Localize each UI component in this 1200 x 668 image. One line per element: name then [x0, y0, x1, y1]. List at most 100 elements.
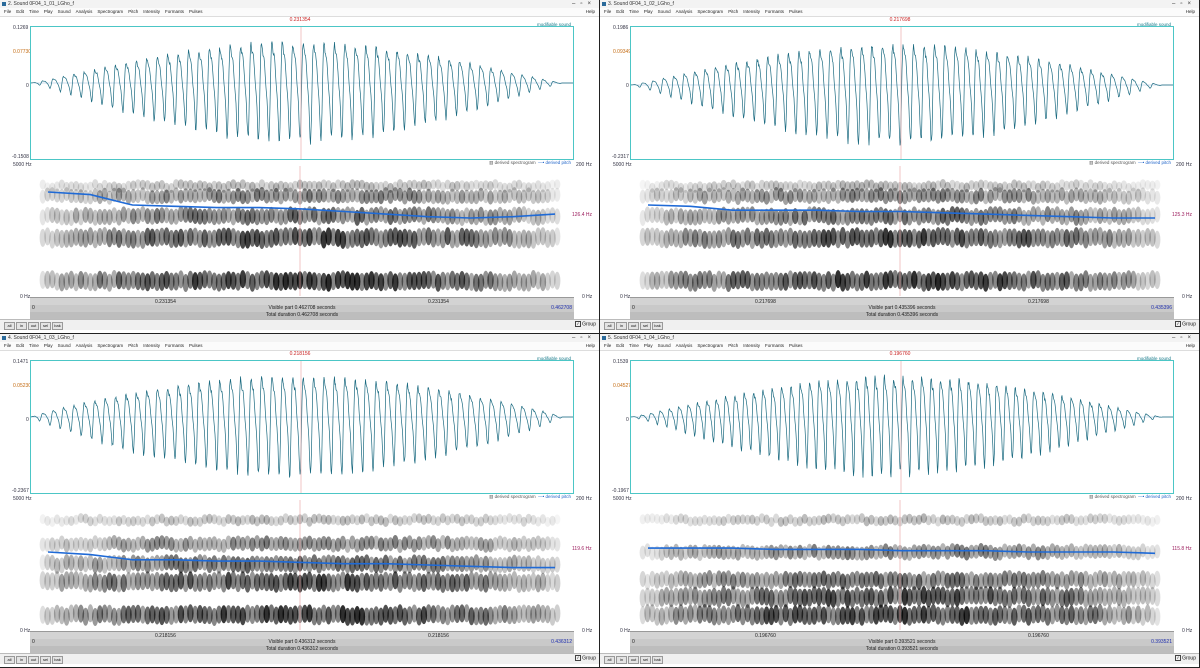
menu-spectrogram[interactable]: Spectrogram	[97, 9, 124, 14]
menu-intensity[interactable]: Intensity	[743, 343, 760, 348]
time-ruler[interactable]: 0.231354 0.231354	[30, 297, 574, 306]
menu-formants[interactable]: Formants	[164, 343, 184, 348]
sel-button[interactable]: sel	[40, 322, 51, 330]
out-button[interactable]: out	[28, 322, 39, 330]
menu-file[interactable]: File	[4, 343, 12, 348]
menu-sound[interactable]: Sound	[657, 9, 671, 14]
menu-formants[interactable]: Formants	[764, 343, 784, 348]
menu-file[interactable]: File	[604, 9, 612, 14]
all-button[interactable]: all	[4, 322, 15, 330]
menu-analysis[interactable]: Analysis	[75, 343, 93, 348]
menu-play[interactable]: Play	[643, 9, 653, 14]
total-duration-bar[interactable]: Total duration 0.435396 seconds	[630, 312, 1174, 319]
window-controls[interactable]: –▫×	[572, 1, 596, 7]
menu-pitch[interactable]: Pitch	[728, 343, 739, 348]
menu-pitch[interactable]: Pitch	[728, 9, 739, 14]
menu-play[interactable]: Play	[643, 343, 653, 348]
waveform-panel[interactable]	[30, 26, 574, 160]
in-button[interactable]: in	[616, 322, 627, 330]
window-controls[interactable]: –▫×	[1172, 335, 1196, 341]
waveform-panel[interactable]	[630, 26, 1174, 160]
group-checkbox[interactable]: ✓ Group	[575, 321, 596, 328]
visible-part-bar[interactable]: 0 Visible part 0.436312 seconds 0.436312	[30, 639, 574, 646]
menu-time[interactable]: Time	[629, 9, 639, 14]
menu-pulses[interactable]: Pulses	[788, 9, 803, 14]
spectrogram-cell	[125, 537, 132, 552]
menu-play[interactable]: Play	[43, 343, 53, 348]
menu-sound[interactable]: Sound	[57, 343, 71, 348]
menu-formants[interactable]: Formants	[164, 9, 184, 14]
menu-file[interactable]: File	[4, 9, 12, 14]
time-ruler[interactable]: 0.196760 0.196760	[630, 631, 1174, 640]
menu-spectrogram[interactable]: Spectrogram	[97, 343, 124, 348]
window-controls[interactable]: –▫×	[572, 335, 596, 341]
menu-file[interactable]: File	[604, 343, 612, 348]
waveform-panel[interactable]	[30, 360, 574, 494]
menu-play[interactable]: Play	[43, 9, 53, 14]
out-button[interactable]: out	[28, 656, 39, 664]
menu-edit[interactable]: Edit	[16, 9, 25, 14]
all-button[interactable]: all	[604, 322, 615, 330]
menu-help[interactable]: Help	[585, 343, 595, 348]
group-checkbox[interactable]: ✓ Group	[1175, 655, 1196, 662]
menu-pitch[interactable]: Pitch	[128, 9, 139, 14]
menu-help[interactable]: Help	[585, 9, 595, 14]
group-checkbox[interactable]: ✓ Group	[575, 655, 596, 662]
window-controls[interactable]: –▫×	[1172, 1, 1196, 7]
menu-spectrogram[interactable]: Spectrogram	[697, 343, 724, 348]
in-button[interactable]: in	[16, 322, 27, 330]
menu-sound[interactable]: Sound	[657, 343, 671, 348]
total-duration-bar[interactable]: Total duration 0.393521 seconds	[630, 646, 1174, 653]
menu-time[interactable]: Time	[29, 9, 39, 14]
sel-button[interactable]: sel	[640, 322, 651, 330]
in-button[interactable]: in	[616, 656, 627, 664]
out-button[interactable]: out	[628, 656, 639, 664]
sel-button[interactable]: sel	[40, 656, 51, 664]
menu-formants[interactable]: Formants	[764, 9, 784, 14]
menu-intensity[interactable]: Intensity	[743, 9, 760, 14]
menu-pulses[interactable]: Pulses	[188, 9, 203, 14]
total-duration-bar[interactable]: Total duration 0.462708 seconds	[30, 312, 574, 319]
spectrogram-panel[interactable]	[30, 500, 574, 630]
spectrogram-cell	[1049, 543, 1056, 558]
sel-button[interactable]: sel	[640, 656, 651, 664]
all-button[interactable]: all	[4, 656, 15, 664]
visible-part-bar[interactable]: 0 Visible part 0.393521 seconds 0.393521	[630, 639, 1174, 646]
menu-pulses[interactable]: Pulses	[188, 343, 203, 348]
menu-intensity[interactable]: Intensity	[143, 343, 160, 348]
bak-button[interactable]: bak	[652, 656, 663, 664]
menu-analysis[interactable]: Analysis	[75, 9, 93, 14]
spectrogram-panel[interactable]	[630, 500, 1174, 630]
menu-time[interactable]: Time	[629, 343, 639, 348]
visible-part-bar[interactable]: 0 Visible part 0.462708 seconds 0.462708	[30, 305, 574, 312]
spectrogram-cell	[858, 513, 866, 524]
menu-edit[interactable]: Edit	[16, 343, 25, 348]
out-button[interactable]: out	[628, 322, 639, 330]
bak-button[interactable]: bak	[52, 656, 63, 664]
time-ruler[interactable]: 0.217698 0.217698	[630, 297, 1174, 306]
menu-analysis[interactable]: Analysis	[675, 9, 693, 14]
menu-help[interactable]: Help	[1185, 343, 1195, 348]
menu-help[interactable]: Help	[1185, 9, 1195, 14]
waveform-panel[interactable]	[630, 360, 1174, 494]
bak-button[interactable]: bak	[52, 322, 63, 330]
all-button[interactable]: all	[604, 656, 615, 664]
menu-pulses[interactable]: Pulses	[788, 343, 803, 348]
menu-edit[interactable]: Edit	[616, 9, 625, 14]
bak-button[interactable]: bak	[652, 322, 663, 330]
menu-analysis[interactable]: Analysis	[675, 343, 693, 348]
visible-part-bar[interactable]: 0 Visible part 0.435396 seconds 0.435396	[630, 305, 1174, 312]
menu-intensity[interactable]: Intensity	[143, 9, 160, 14]
spectrogram-panel[interactable]	[630, 166, 1174, 296]
menu-sound[interactable]: Sound	[57, 9, 71, 14]
time-ruler[interactable]: 0.218156 0.218156	[30, 631, 574, 640]
total-duration-bar[interactable]: Total duration 0.436312 seconds	[30, 646, 574, 653]
menu-spectrogram[interactable]: Spectrogram	[697, 9, 724, 14]
menu-pitch[interactable]: Pitch	[128, 343, 139, 348]
spectrogram-cell	[249, 514, 256, 525]
spectrogram-panel[interactable]	[30, 166, 574, 296]
menu-time[interactable]: Time	[29, 343, 39, 348]
menu-edit[interactable]: Edit	[616, 343, 625, 348]
group-checkbox[interactable]: ✓ Group	[1175, 321, 1196, 328]
in-button[interactable]: in	[16, 656, 27, 664]
